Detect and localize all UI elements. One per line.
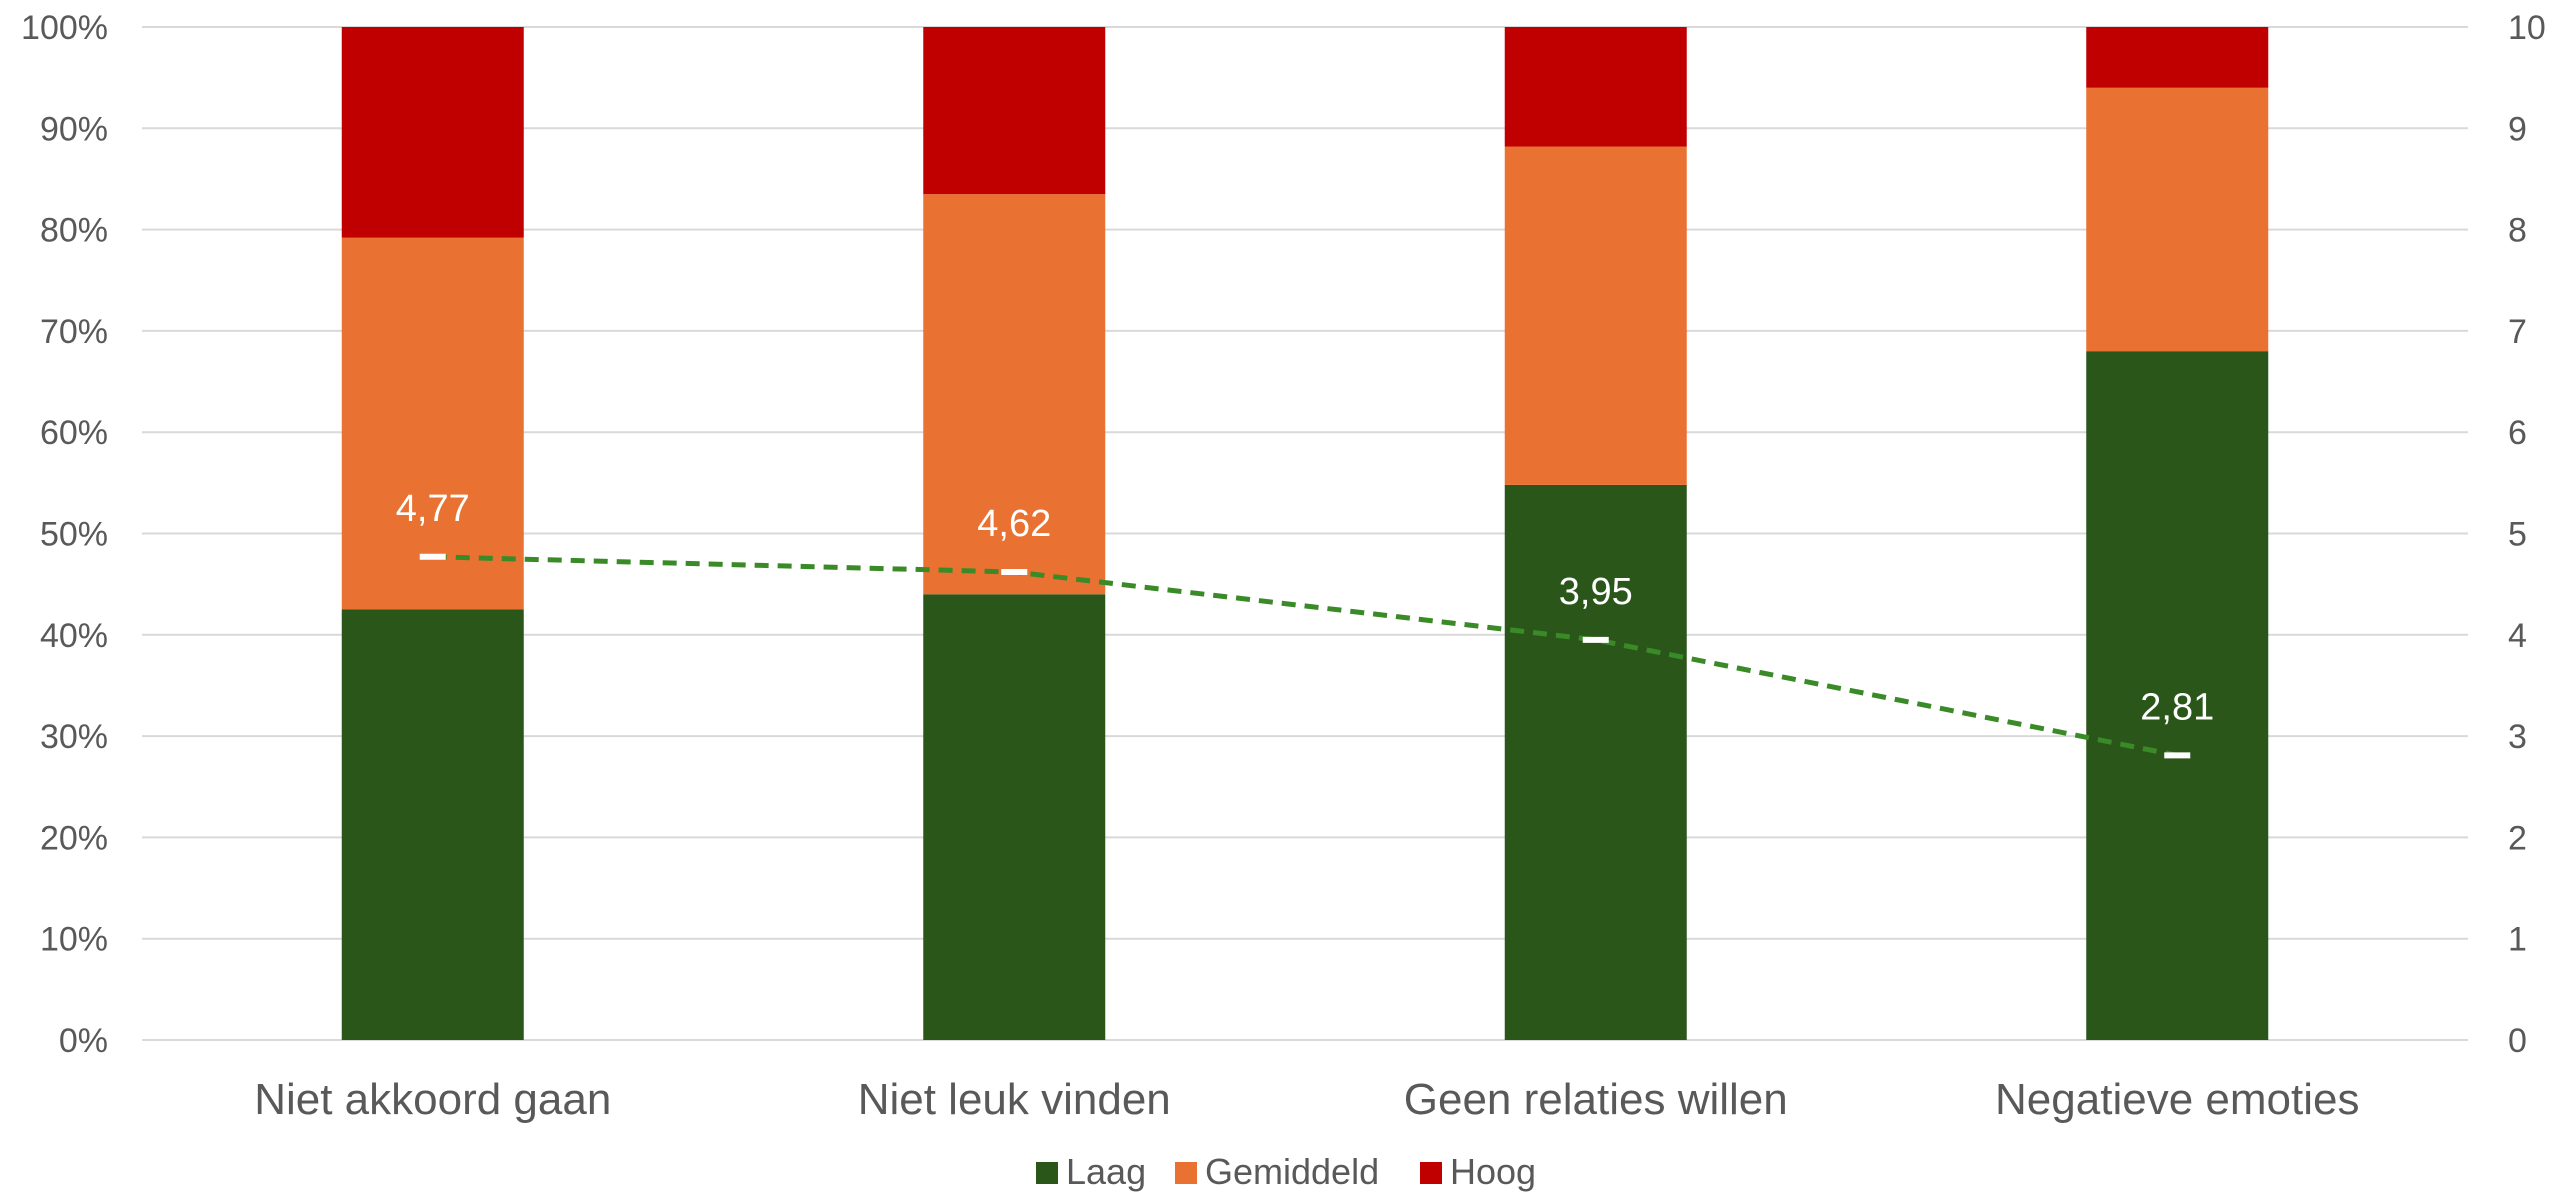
bar-gemiddeld bbox=[341, 237, 524, 610]
bar-hoog bbox=[923, 27, 1106, 195]
right-tick-label: 10 bbox=[2508, 9, 2546, 47]
average-line bbox=[432, 554, 2178, 758]
bar-gemiddeld bbox=[923, 194, 1106, 595]
bar-laag bbox=[923, 594, 1106, 1040]
right-tick-label: 1 bbox=[2508, 921, 2527, 959]
right-tick-label: 5 bbox=[2508, 516, 2527, 554]
legend-swatch-hoog bbox=[1420, 1162, 1442, 1184]
left-tick-label: 10% bbox=[40, 921, 108, 959]
average-line-path bbox=[432, 554, 2178, 758]
bar-hoog bbox=[2086, 27, 2269, 88]
right-tick-label: 9 bbox=[2508, 110, 2527, 148]
left-tick-label: 50% bbox=[40, 516, 108, 554]
right-tick-label: 7 bbox=[2508, 313, 2527, 351]
bar-hoog bbox=[1504, 27, 1687, 147]
left-tick-label: 30% bbox=[40, 718, 108, 756]
left-tick-label: 20% bbox=[40, 819, 108, 857]
data-label: 3,95 bbox=[1559, 571, 1633, 613]
bar-hoog bbox=[341, 27, 524, 238]
gridlines bbox=[142, 26, 2468, 1041]
left-axis-ticks: 0% 10% 20% 30% 40% 50% 60% 70% 80% 90% 100% bbox=[21, 9, 108, 1060]
category-label: Niet leuk vinden bbox=[858, 1075, 1171, 1124]
bar-gemiddeld bbox=[1504, 146, 1687, 485]
bar-laag bbox=[2086, 351, 2269, 1040]
legend: Laag Gemiddeld Hoog bbox=[1036, 1151, 1536, 1192]
average-markers bbox=[419, 553, 2191, 759]
category-labels: Niet akkoord gaan Niet leuk vinden Geen re… bbox=[254, 1075, 2359, 1124]
left-tick-label: 70% bbox=[40, 313, 108, 351]
right-tick-label: 4 bbox=[2508, 617, 2527, 655]
bar-laag bbox=[1504, 484, 1687, 1041]
left-tick-label: 100% bbox=[21, 9, 108, 47]
right-tick-label: 6 bbox=[2508, 414, 2527, 452]
right-tick-label: 0 bbox=[2508, 1022, 2527, 1060]
left-tick-label: 40% bbox=[40, 617, 108, 655]
left-tick-label: 60% bbox=[40, 414, 108, 452]
right-axis-ticks: 0 1 2 3 4 5 6 7 8 9 10 bbox=[2508, 9, 2546, 1060]
data-label: 2,81 bbox=[2140, 686, 2214, 728]
data-label: 4,62 bbox=[977, 503, 1051, 545]
bars bbox=[341, 27, 2269, 1041]
category-label: Niet akkoord gaan bbox=[254, 1075, 611, 1124]
bar-laag bbox=[341, 609, 524, 1040]
left-tick-label: 90% bbox=[40, 110, 108, 148]
category-label: Negatieve emoties bbox=[1995, 1075, 2359, 1124]
legend-label: Gemiddeld bbox=[1205, 1151, 1379, 1192]
legend-swatch-laag bbox=[1036, 1162, 1058, 1184]
right-tick-label: 3 bbox=[2508, 718, 2527, 756]
data-label: 4,77 bbox=[396, 488, 470, 530]
data-labels: 4,77 4,62 3,95 2,81 bbox=[396, 488, 2214, 729]
legend-swatch-gemiddeld bbox=[1175, 1162, 1197, 1184]
right-tick-label: 8 bbox=[2508, 212, 2527, 250]
legend-label: Hoog bbox=[1450, 1151, 1536, 1192]
left-tick-label: 80% bbox=[40, 212, 108, 250]
left-tick-label: 0% bbox=[59, 1022, 108, 1060]
legend-label: Laag bbox=[1066, 1151, 1146, 1192]
bar-gemiddeld bbox=[2086, 87, 2269, 352]
right-tick-label: 2 bbox=[2508, 819, 2527, 857]
category-label: Geen relaties willen bbox=[1404, 1075, 1788, 1124]
